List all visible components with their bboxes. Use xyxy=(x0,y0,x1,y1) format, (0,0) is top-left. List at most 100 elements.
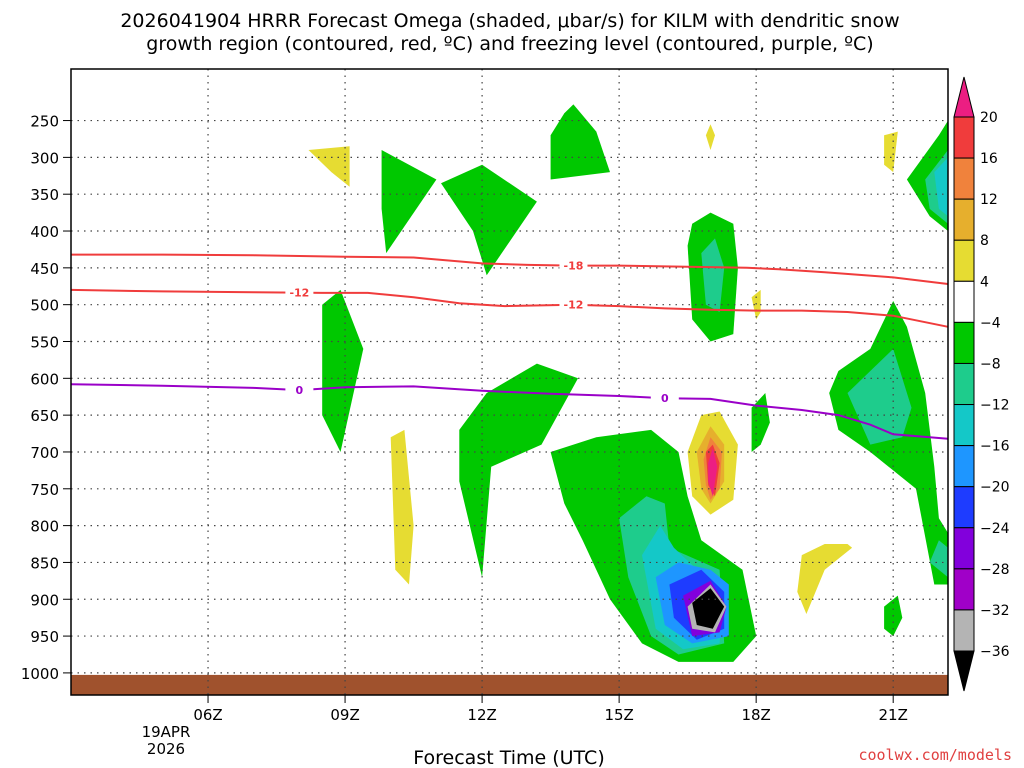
y-tick-label-900: 900 xyxy=(30,591,59,609)
colorbar-segment-11 xyxy=(953,527,975,570)
grid-lines xyxy=(71,69,948,695)
y-tick-label-950: 950 xyxy=(30,628,59,646)
colorbar-segment-9 xyxy=(953,445,975,488)
y-tick-label-550: 550 xyxy=(30,333,59,351)
colorbar-segment-8 xyxy=(953,404,975,447)
colorbar-segment-2 xyxy=(953,157,975,200)
colorbar-segment-4 xyxy=(953,239,975,282)
contour-label-1-1: -12 xyxy=(564,299,584,312)
chart-title: 2026041904 HRRR Forecast Omega (shaded, … xyxy=(120,10,899,55)
colorbar-segment-10 xyxy=(953,486,975,529)
omega-region-5 xyxy=(884,131,898,173)
contour-label-1-0: -12 xyxy=(289,287,309,300)
omega-region-10 xyxy=(322,289,364,452)
y-tick-label-450: 450 xyxy=(30,260,59,278)
contour-label-bg-2-1 xyxy=(650,391,679,406)
plot-frame xyxy=(70,68,949,696)
omega-shading xyxy=(308,104,948,662)
omega-region-0 xyxy=(550,104,610,180)
x-tick-label-6: 06Z xyxy=(193,706,222,724)
date-label-year: 2026 xyxy=(147,740,185,758)
omega-region-33 xyxy=(929,540,948,578)
y-tick-label-700: 700 xyxy=(30,444,59,462)
pressure-axis: 250 300 350 400 450 500 550 600 650 700 750 800 850 9… xyxy=(21,113,71,683)
colorbar-label-10: −24 xyxy=(980,521,1010,537)
contour-line-1 xyxy=(70,288,949,328)
colorbar-label-13: −36 xyxy=(980,644,1010,660)
omega-region-26 xyxy=(751,393,770,452)
colorbar-label-7: −12 xyxy=(980,398,1010,414)
omega-region-25 xyxy=(708,448,718,497)
x-tick-label-15: 15Z xyxy=(604,706,633,724)
x-tick-label-21: 21Z xyxy=(879,706,908,724)
omega-region-11 xyxy=(459,363,578,578)
contour-label-bg-1-0 xyxy=(285,285,314,300)
colorbar-segment-7 xyxy=(953,362,975,406)
colorbar-label-6: −8 xyxy=(980,356,1001,372)
title-line-2: growth region (contoured, red, ºC) and f… xyxy=(146,33,873,55)
contour-label-bg-1-1 xyxy=(559,297,588,312)
colorbar-segment-6 xyxy=(953,321,975,364)
omega-region-29 xyxy=(847,348,912,445)
colorbar-label-9: −20 xyxy=(980,480,1010,496)
colorbar-label-5: −4 xyxy=(980,315,1001,331)
colorbar-label-4: 4 xyxy=(980,274,989,290)
y-tick-label-500: 500 xyxy=(30,297,59,315)
colorbar-label-2: 12 xyxy=(980,192,998,208)
omega-region-3 xyxy=(381,150,437,254)
terrain-fill xyxy=(71,674,948,695)
x-axis-label: Forecast Time (UTC) xyxy=(413,747,604,768)
omega-region-31 xyxy=(934,157,948,217)
x-tick-label-12: 12Z xyxy=(467,706,496,724)
colorbar-segment-3 xyxy=(953,198,975,241)
date-label-day: 19APR xyxy=(142,723,191,741)
contour-label-2-0: 0 xyxy=(296,384,304,397)
temperature-contours: -18 -12 -12 0 0 xyxy=(70,253,949,440)
colorbar-label-12: −32 xyxy=(980,603,1010,619)
omega-region-1 xyxy=(705,124,715,150)
title-line-1: 2026041904 HRRR Forecast Omega (shaded, … xyxy=(120,10,899,32)
colorbar-segment-5 xyxy=(953,280,975,323)
colorbar-segment-13 xyxy=(953,609,975,652)
y-tick-label-350: 350 xyxy=(30,186,59,204)
colorbar-label-3: 8 xyxy=(980,233,989,249)
colorbar-label-11: −28 xyxy=(980,562,1010,578)
y-tick-label-400: 400 xyxy=(30,223,59,241)
contour-line-2 xyxy=(70,383,949,440)
y-tick-label-850: 850 xyxy=(30,554,59,572)
omega-region-28 xyxy=(829,301,948,585)
y-tick-label-750: 750 xyxy=(30,481,59,499)
contour-line-0 xyxy=(71,253,949,285)
omega-region-27 xyxy=(797,544,853,614)
y-tick-label-650: 650 xyxy=(30,407,59,425)
y-tick-label-250: 250 xyxy=(30,113,59,131)
y-tick-label-800: 800 xyxy=(30,518,59,536)
omega-region-20 xyxy=(692,588,725,629)
contour-label-2-1: 0 xyxy=(661,392,669,405)
colorbar-top-triangle xyxy=(953,76,975,118)
colorbar: 20 16 12 8 4 −4 −8 −12 −16 −20 −24 −28 −32 −36 xyxy=(953,76,1010,692)
colorbar-label-8: −16 xyxy=(980,439,1010,455)
colorbar-segment-12 xyxy=(953,568,975,611)
time-axis: 06Z 09Z 12Z 15Z 18Z 21Z xyxy=(193,695,908,724)
contour-label-bg-0-0 xyxy=(559,258,588,273)
contour-label-0-0: -18 xyxy=(564,260,584,273)
contour-label-bg-2-0 xyxy=(285,383,314,398)
x-tick-label-18: 18Z xyxy=(741,706,770,724)
omega-region-4 xyxy=(441,164,537,276)
omega-region-9 xyxy=(751,289,761,320)
omega-region-12 xyxy=(390,429,414,585)
y-tick-label-1000: 1000 xyxy=(21,665,59,683)
colorbar-label-1: 16 xyxy=(980,151,998,167)
colorbar-bottom-triangle xyxy=(953,650,975,692)
omega-region-2 xyxy=(308,146,350,187)
y-tick-label-600: 600 xyxy=(30,370,59,388)
x-tick-label-9: 09Z xyxy=(330,706,359,724)
omega-region-8 xyxy=(701,238,725,312)
colorbar-segment-1 xyxy=(953,116,975,159)
terrain-strip xyxy=(71,674,948,695)
colorbar-label-0: 20 xyxy=(980,110,998,126)
watermark-text: coolwx.com/models xyxy=(858,746,1012,764)
y-tick-label-300: 300 xyxy=(30,149,59,167)
